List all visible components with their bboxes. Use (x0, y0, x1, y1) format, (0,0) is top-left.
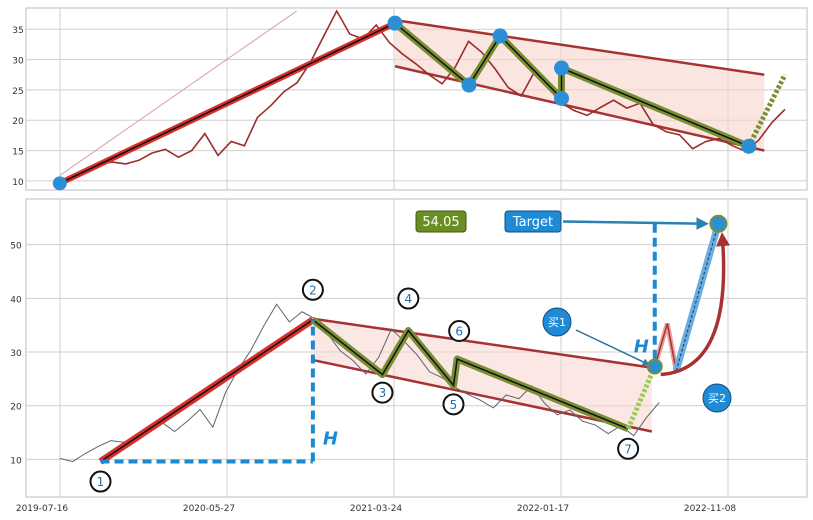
bottom-panel-yticks: 10 20 30 40 50 (10, 242, 22, 467)
pivot-label-2: 2 (309, 283, 317, 297)
target-badge: Target (504, 210, 562, 233)
bottom-buy1-arrow (575, 329, 651, 366)
top-channel-upper (394, 18, 765, 76)
top-ytick-label-2: 20 (12, 117, 24, 127)
pivot-label-4: 4 (405, 292, 413, 306)
pivot-label-6: 6 (455, 325, 463, 339)
bottom-buy1-marker (646, 358, 663, 375)
top-turning-point-5 (741, 138, 757, 154)
bottom-pullback-core (654, 323, 677, 371)
bottom-swing-core (312, 319, 629, 430)
top-ytick-label-0: 10 (12, 178, 24, 188)
pivot-circle-5 (442, 393, 465, 416)
bottom-xtick-label-0: 2019-07-16 (16, 504, 69, 514)
top-ytick-label-5: 35 (12, 26, 23, 36)
top-ytick-label-1: 15 (12, 148, 23, 158)
value-badge: 54.05 (415, 210, 467, 233)
top-turning-point-0 (387, 15, 403, 31)
bottom-projection (562, 214, 731, 377)
value-badge-text: 54.05 (422, 215, 459, 230)
bottom-target-leg-core (675, 223, 719, 371)
bottom-swing-path (310, 317, 658, 433)
bottom-ytick-label-1: 20 (10, 403, 22, 413)
top-ytick-label-4: 30 (12, 57, 24, 67)
bottom-height-markers: HH (100, 223, 657, 464)
top-turning-point-4 (554, 60, 570, 76)
top-turning-point-3 (554, 90, 570, 106)
top-start-marker (52, 176, 67, 191)
pivot-circle-7 (617, 437, 640, 460)
bottom-ytick-label-4: 50 (10, 242, 22, 252)
bottom-height-label-2: H (634, 337, 649, 358)
top-channel-lower (394, 65, 765, 152)
bottom-ytick-label-0: 10 (10, 456, 22, 466)
buy2-callout: 买2 (702, 383, 732, 413)
pivot-label-1: 1 (97, 475, 105, 489)
pivot-circle-3 (371, 381, 394, 404)
bottom-pattern-panel: 10 20 30 40 50 2019-07-16 2020-05-27 2021-03-2… (10, 198, 808, 514)
top-ytick-label-3: 25 (12, 87, 23, 97)
bottom-xtick-label-2: 2021-03-24 (350, 504, 403, 514)
pivot-circle-2 (301, 278, 324, 301)
bottom-curved-arrow (660, 232, 731, 377)
top-turning-points (52, 15, 757, 191)
bottom-height-label-1: H (323, 429, 338, 450)
target-badge-text: Target (512, 215, 553, 230)
buy1-callout: 买1 (542, 307, 572, 337)
top-price-line (59, 9, 786, 185)
top-price-panel: 10 15 20 25 30 35 (12, 7, 808, 191)
pivot-label-5: 5 (450, 398, 458, 412)
top-arrow-guide (59, 10, 297, 176)
bottom-xtick-label-1: 2020-05-27 (183, 504, 235, 514)
top-trend-leg-core (59, 22, 396, 185)
top-turning-point-2 (492, 28, 508, 44)
top-swing-core (394, 22, 750, 148)
top-price-series (59, 9, 786, 185)
pivot-label-7: 7 (624, 442, 632, 456)
bottom-xtick-label-3: 2022-01-17 (517, 504, 569, 514)
bottom-ytick-label-2: 30 (10, 349, 22, 359)
top-swing-path (58, 10, 788, 187)
bottom-channel-lower (312, 358, 653, 433)
pivot-circle-4 (397, 287, 420, 310)
pivot-circle-1 (89, 470, 112, 493)
bottom-trend-leg (98, 316, 315, 465)
bottom-xtick-label-4: 2022-11-08 (684, 504, 737, 514)
bottom-target-arrow (562, 217, 709, 230)
pivot-circle-6 (448, 320, 471, 343)
bottom-breakout-leg (625, 365, 658, 430)
bottom-panel-xticks: 2019-07-16 2020-05-27 2021-03-24 2022-01-17… (16, 504, 737, 514)
buy2-label: 买2 (708, 392, 726, 405)
bottom-pivot-labels: 1 2 3 4 5 6 7 (89, 278, 640, 493)
bottom-ytick-label-3: 40 (10, 295, 22, 305)
bottom-channel-upper (312, 317, 652, 369)
pivot-label-3: 3 (379, 386, 387, 400)
top-panel-yticks: 10 15 20 25 30 35 (12, 26, 24, 188)
bottom-trend-leg-core (100, 319, 314, 463)
top-projection-tail (746, 73, 788, 148)
top-turning-point-1 (461, 77, 477, 93)
buy1-label: 买1 (548, 316, 566, 329)
bottom-target-marker (709, 214, 728, 233)
